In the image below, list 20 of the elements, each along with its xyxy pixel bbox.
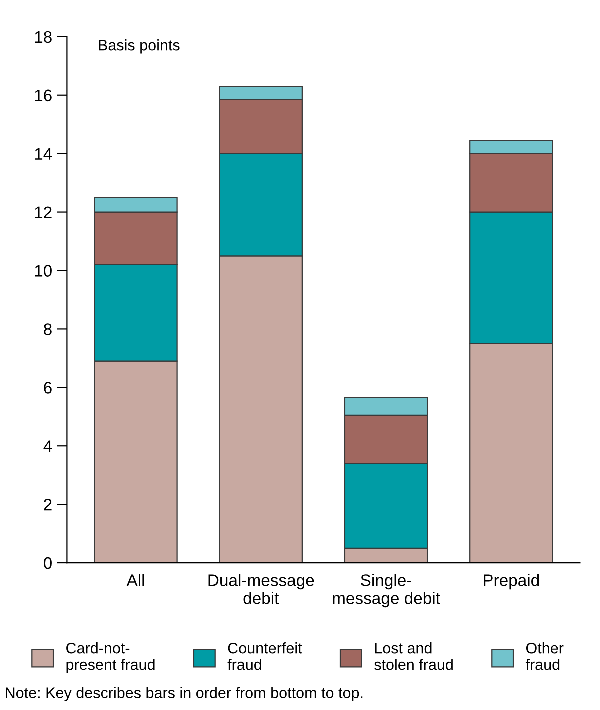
y-tick-label: 16 xyxy=(35,90,52,102)
y-tick-label: 8 xyxy=(44,324,52,336)
y-tick-label: 10 xyxy=(35,265,52,277)
y-tick-label: 2 xyxy=(44,498,52,511)
x-tick-label: Prepaid xyxy=(484,574,540,590)
x-tick-label: Single- message debit xyxy=(333,574,440,608)
y-tick-label: 18 xyxy=(35,31,52,44)
legend-label: Card-not- present fraud xyxy=(66,642,155,674)
y-tick-label: 14 xyxy=(35,148,52,160)
text: Note: Key describes bars in order from bottom to top. xyxy=(6,687,363,702)
legend-label: Counterfeit fraud xyxy=(228,642,302,670)
y-tick-label: 6 xyxy=(44,382,52,394)
y-tick-label: 12 xyxy=(35,206,52,218)
x-tick-label: Dual-message debit xyxy=(208,574,314,604)
legend-label: Lost and stolen fraud xyxy=(374,642,453,670)
y-axis-title: Basis points xyxy=(99,40,180,54)
legend-label: Other fraud xyxy=(526,642,564,670)
y-tick-label: 4 xyxy=(44,440,52,452)
y-tick-label: 0 xyxy=(44,557,52,570)
x-tick-label: All xyxy=(126,574,144,586)
